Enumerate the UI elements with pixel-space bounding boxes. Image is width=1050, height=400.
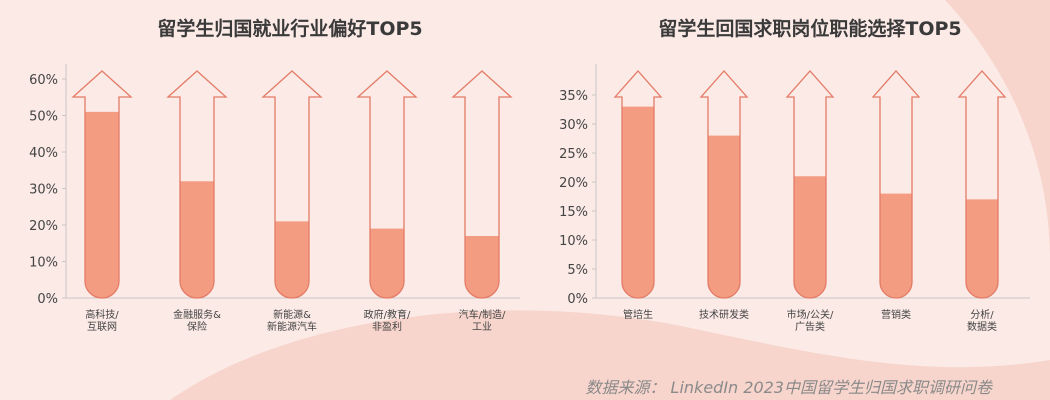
bar-fill — [465, 235, 499, 298]
y-tick-label: 0% — [567, 292, 588, 307]
y-tick-label: 15% — [559, 205, 588, 220]
x-tick-label: 技术研发类 — [699, 308, 749, 321]
bar-fill — [794, 176, 826, 298]
y-tick-label: 0% — [37, 292, 58, 307]
x-tick-label: 汽车/制造/工业 — [459, 308, 506, 333]
y-tick-label: 40% — [29, 146, 58, 161]
job-function-chart: 留学生回国求职岗位职能选择TOP5 0% 5% 10% 15% 20% 25% 30% 35%… — [540, 0, 1050, 370]
bar-fill — [85, 111, 119, 298]
bar-fill — [180, 181, 214, 298]
bar-arrow-outline — [71, 70, 133, 299]
bar-fill — [966, 199, 998, 298]
y-tick-label: 20% — [29, 219, 58, 234]
y-tick-label: 5% — [567, 263, 588, 278]
data-source-note: 数据来源： LinkedIn 2023中国留学生归国求职调研问卷 — [585, 378, 992, 397]
y-tick-label: 10% — [29, 256, 58, 271]
x-tick-label: 新能源&新能源汽车 — [267, 308, 317, 333]
bar-fill — [370, 228, 404, 298]
y-tick-label: 30% — [29, 183, 58, 198]
x-tick-label: 市场/公关/广告类 — [787, 308, 834, 333]
bar-fill — [708, 135, 740, 298]
bar-arrow-outline — [356, 70, 418, 299]
industry-bar-plot: 0% 10% 20% 30% 40% 50% 60% 高科技/互联网 金融服务&保险 新能源&新能… — [29, 64, 520, 333]
bar-arrow-outline — [957, 70, 1007, 299]
chart-title: 留学生回国求职岗位职能选择TOP5 — [658, 18, 962, 40]
x-tick-label: 管培生 — [623, 308, 653, 321]
y-tick-label: 50% — [29, 110, 58, 125]
x-tick-label: 高科技/互联网 — [85, 308, 119, 333]
y-tick-label: 10% — [559, 234, 588, 249]
y-tick-label: 20% — [559, 176, 588, 191]
bar-arrow-outline — [699, 70, 749, 299]
bar-arrow-outline — [613, 70, 663, 299]
bar-arrow-outline — [166, 70, 228, 299]
x-tick-label: 政府/教育/非盈利 — [364, 308, 411, 333]
bar-fill — [275, 221, 309, 298]
bar-fill — [880, 193, 912, 298]
y-tick-label: 35% — [559, 89, 588, 104]
job-function-bar-plot: 0% 5% 10% 15% 20% 25% 30% 35% 管培生 技术研发类 市场/公关/广告类 营… — [559, 64, 1030, 333]
x-tick-label: 金融服务&保险 — [173, 308, 221, 333]
bar-arrow-outline — [261, 70, 323, 299]
bar-arrow-outline — [451, 70, 513, 299]
bar-fill — [622, 106, 654, 298]
bar-arrow-outline — [871, 70, 921, 299]
chart-title: 留学生归国就业行业偏好TOP5 — [157, 18, 423, 40]
bar-arrow-outline — [785, 70, 835, 299]
x-tick-label: 分析/数据类 — [967, 308, 997, 333]
y-tick-label: 25% — [559, 147, 588, 162]
industry-preference-chart: 留学生归国就业行业偏好TOP5 0% 10% 20% 30% 40% 50% 60% 高科技/… — [0, 0, 540, 370]
y-tick-label: 60% — [29, 73, 58, 88]
x-tick-label: 营销类 — [881, 308, 911, 321]
y-tick-label: 30% — [559, 118, 588, 133]
